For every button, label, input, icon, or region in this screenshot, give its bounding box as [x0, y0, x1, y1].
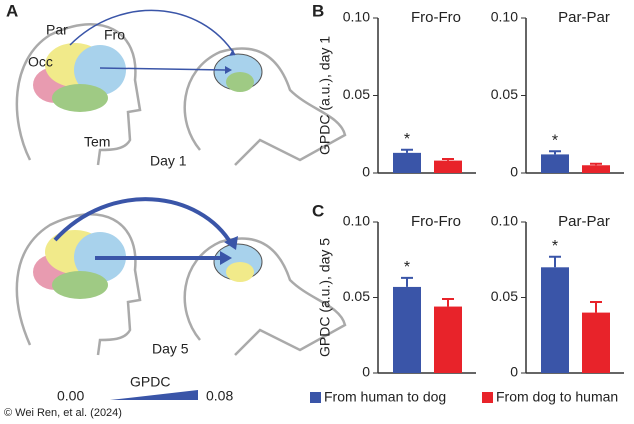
bar [434, 160, 462, 173]
brain-region [74, 45, 126, 95]
chart-title: Par-Par [558, 213, 610, 230]
arrow [99, 67, 226, 71]
dog-head [183, 237, 347, 356]
chart-title: Par-Par [558, 9, 610, 26]
scale-max: 0.08 [206, 388, 233, 404]
arrowhead [225, 49, 235, 74]
legend-label: From human to dog [324, 389, 446, 405]
arrowhead [220, 236, 238, 265]
error-bar [401, 276, 413, 287]
arrow [69, 9, 236, 56]
chart-title: Fro-Fro [411, 213, 461, 230]
scale-min: 0.00 [57, 388, 84, 404]
y-tick-label: 0.10 [491, 9, 518, 25]
error-bar [590, 162, 602, 166]
y-tick-label: 0.05 [343, 86, 370, 102]
y-tick-label: 0.05 [491, 86, 518, 102]
legend-label: From dog to human [496, 389, 618, 405]
y-tick-label: 0.05 [491, 288, 518, 304]
region-label: Par [46, 22, 68, 38]
region-label: Occ [28, 54, 53, 70]
error-bar [590, 301, 602, 313]
y-tick-label: 0 [362, 364, 370, 380]
legend-swatch [482, 392, 493, 403]
error-bar [442, 158, 454, 161]
diagram: A Occ Par Fro Tem Day 1 Day 5 GPDC 0.00 [4, 1, 347, 419]
human-head [15, 23, 142, 166]
bar [541, 154, 569, 173]
scale-label: GPDC [130, 374, 170, 390]
y-tick-label: 0.10 [343, 9, 370, 25]
human-head [15, 213, 142, 356]
scale-wedge [110, 390, 198, 400]
bar [582, 312, 610, 373]
panel-label: C [312, 201, 324, 220]
error-bar [549, 255, 561, 268]
bar [434, 306, 462, 373]
error-bar [549, 150, 561, 155]
dog-head [183, 47, 347, 166]
significance: * [404, 259, 410, 276]
region-label: Fro [104, 27, 125, 43]
chart-title: Fro-Fro [411, 9, 461, 26]
legend-swatch [310, 392, 321, 403]
error-bar [401, 148, 413, 153]
significance: * [404, 131, 410, 148]
bar [393, 152, 421, 173]
arrow [53, 197, 234, 247]
credit: © Wei Ren, et al. (2024) [4, 407, 122, 419]
brain-region [52, 84, 108, 112]
bar [582, 165, 610, 173]
y-tick-label: 0.10 [343, 213, 370, 229]
day-label: Day 5 [152, 341, 189, 357]
bar [541, 267, 569, 373]
dog-brain [226, 262, 254, 282]
region-label: Tem [84, 134, 110, 150]
significance: * [552, 133, 558, 150]
significance: * [552, 238, 558, 255]
panel-label: A [6, 1, 18, 20]
brain-region [52, 271, 108, 299]
error-bar [442, 298, 454, 307]
y-tick-label: 0.10 [491, 213, 518, 229]
bar [393, 286, 421, 373]
y-tick-label: 0 [510, 164, 518, 180]
y-tick-label: 0.05 [343, 288, 370, 304]
y-axis-label: GPDC (a.u.), day 5 [317, 238, 333, 357]
y-axis-label: GPDC (a.u.), day 1 [317, 36, 333, 155]
panel-label: B [312, 1, 324, 20]
dog-brain [226, 72, 254, 92]
y-tick-label: 0 [510, 364, 518, 380]
day-label: Day 1 [150, 153, 187, 169]
y-tick-label: 0 [362, 164, 370, 180]
